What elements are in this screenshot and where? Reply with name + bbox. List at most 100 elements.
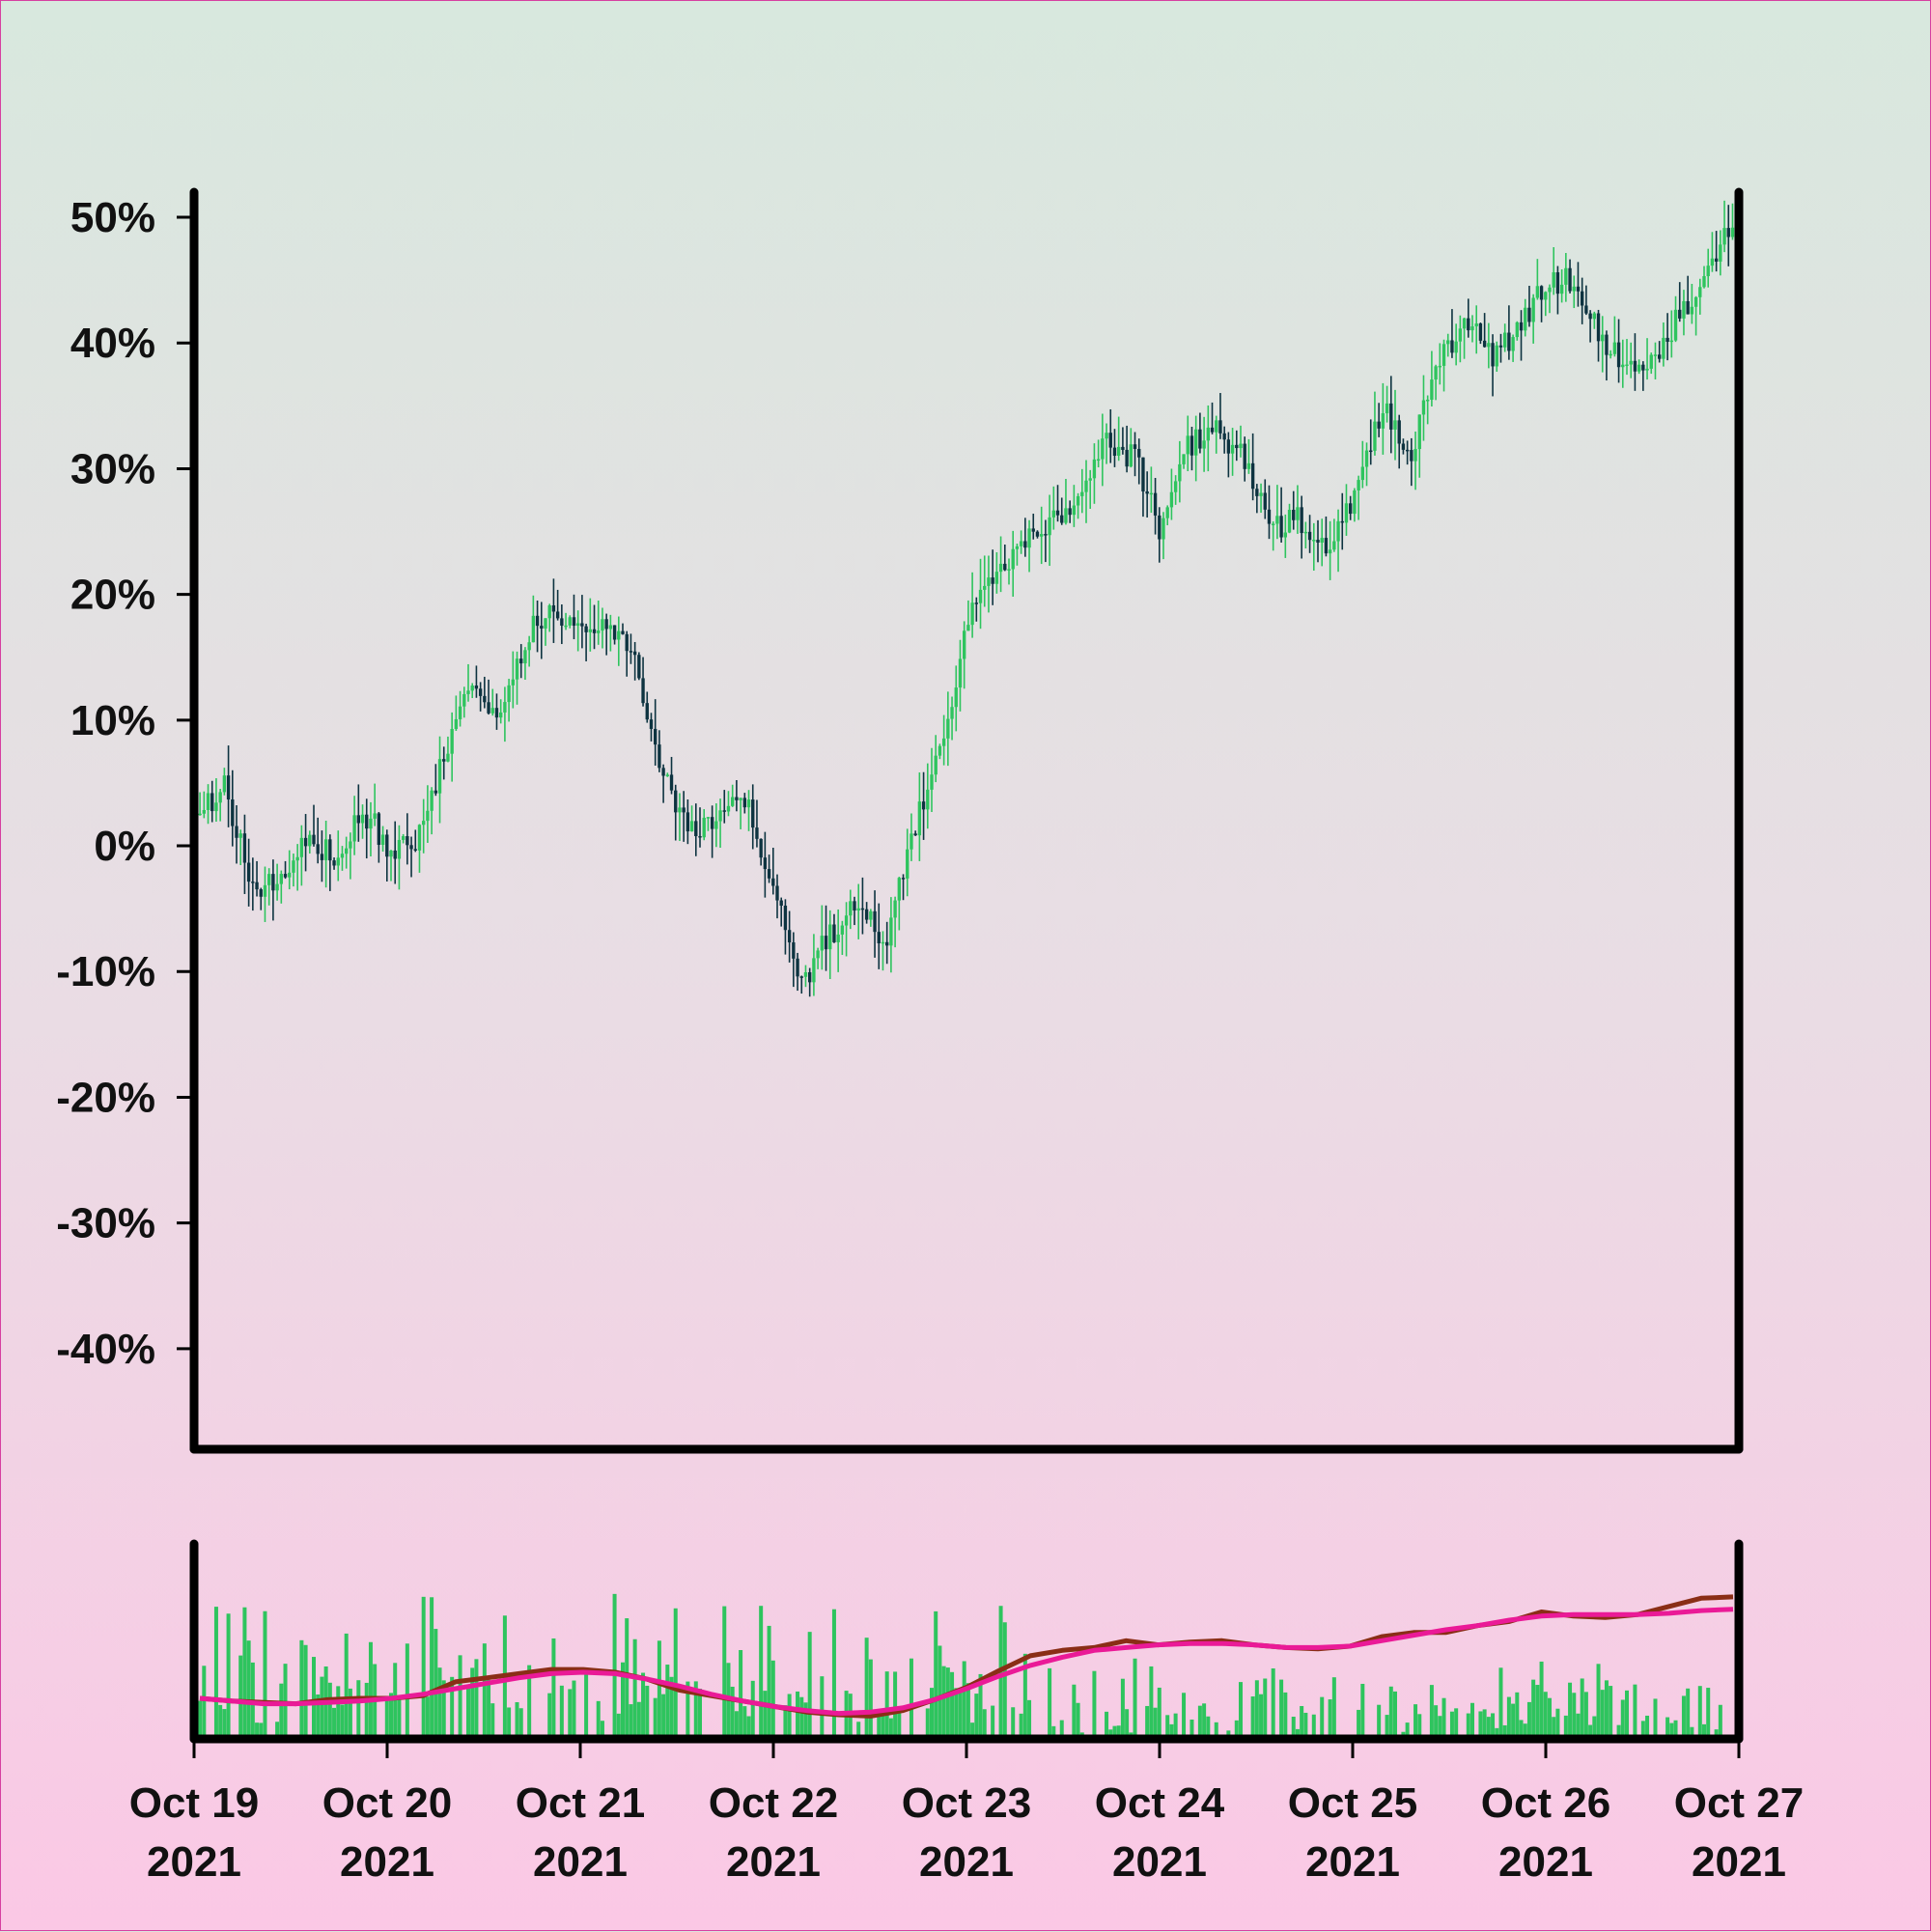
candle-body-up — [1719, 244, 1722, 262]
candle-body-down — [1633, 360, 1637, 372]
candle-body-up — [1413, 449, 1417, 462]
candle — [669, 756, 674, 795]
candle-body-down — [710, 817, 714, 829]
candle — [1092, 443, 1097, 504]
volume-bar — [796, 1691, 800, 1739]
candle-body-down — [632, 651, 637, 656]
candle — [994, 552, 999, 594]
volume-bar — [1645, 1715, 1650, 1739]
candle — [1498, 333, 1503, 363]
candle — [1357, 475, 1360, 520]
candle — [597, 601, 601, 645]
candle-body-up — [1084, 480, 1088, 492]
y-tick-label: -40% — [56, 1326, 155, 1373]
candle — [974, 597, 978, 622]
candle-body-down — [1450, 340, 1454, 353]
volume-bar — [657, 1640, 661, 1739]
candle — [1470, 315, 1474, 343]
candle-body-down — [974, 602, 978, 604]
candle-body-down — [1218, 420, 1222, 434]
volume-bar — [551, 1638, 556, 1739]
candle-body-up — [1426, 399, 1430, 402]
candle-body-down — [1405, 449, 1410, 452]
volume-bar — [621, 1662, 625, 1739]
candle-body-up — [828, 924, 832, 950]
candle — [856, 883, 860, 939]
volume-bars — [198, 1593, 1722, 1739]
candle — [710, 805, 714, 858]
candle-body-down — [1125, 449, 1129, 467]
candle — [1263, 479, 1267, 519]
candle — [1060, 497, 1064, 525]
candle — [938, 743, 942, 760]
candle — [864, 902, 869, 924]
volume-bar — [1149, 1666, 1154, 1739]
volume-bar — [1563, 1715, 1568, 1739]
volume-bar — [1112, 1725, 1117, 1739]
candle-body-down — [1307, 531, 1312, 541]
candle-body-up — [994, 572, 999, 584]
candle — [722, 790, 726, 824]
y-axis-ticks: 50% 40% 30% 20% 10% 0% -10% -20% -30% -40% — [56, 194, 194, 1373]
candle — [389, 850, 393, 882]
candle-body-down — [316, 844, 320, 854]
candle-body-up — [1186, 435, 1189, 455]
candle-body-up — [238, 833, 242, 838]
candle — [1064, 478, 1068, 525]
candle — [1581, 277, 1584, 324]
candle-body-up — [1531, 297, 1535, 322]
candle-body-down — [434, 790, 437, 794]
candle — [235, 805, 238, 864]
candle — [1055, 485, 1060, 522]
candle-body-up — [267, 874, 271, 885]
candle-body-up — [1011, 548, 1015, 570]
candle-body-down — [629, 651, 633, 653]
candle-body-up — [1173, 481, 1178, 492]
candle — [544, 618, 547, 646]
candle — [828, 910, 832, 980]
volume-bar — [421, 1596, 426, 1739]
volume-bar — [1051, 1725, 1056, 1739]
candle — [885, 921, 889, 965]
volume-bar — [881, 1709, 885, 1739]
candle — [906, 828, 910, 897]
candle-body-up — [218, 792, 222, 803]
candle — [1441, 339, 1446, 392]
candle-body-down — [210, 793, 214, 812]
candle — [1397, 414, 1401, 469]
volume-bar — [1498, 1667, 1503, 1739]
volume-bar — [1690, 1726, 1694, 1739]
volume-bar — [1491, 1713, 1496, 1739]
candle — [621, 623, 625, 635]
volume-bar — [1157, 1687, 1161, 1739]
candle — [1312, 522, 1316, 572]
candle-body-down — [921, 801, 926, 810]
volume-bar — [340, 1704, 345, 1739]
candle — [1084, 460, 1088, 523]
candle — [1303, 521, 1308, 549]
candle — [437, 736, 442, 824]
volume-bar — [799, 1696, 804, 1739]
candle-body-down — [877, 932, 881, 943]
candle — [877, 903, 881, 969]
candle-body-down — [1210, 427, 1215, 433]
candle-body-up — [214, 802, 218, 812]
candle — [218, 789, 222, 822]
volume-bar — [1002, 1622, 1007, 1739]
candle-body-up — [531, 615, 536, 643]
candle-body-down — [1324, 538, 1329, 554]
candle-body-down — [751, 799, 755, 828]
volume-bar — [1189, 1719, 1194, 1739]
candle-body-up — [1332, 541, 1336, 550]
candle — [1605, 330, 1609, 381]
candle-body-up — [963, 630, 966, 659]
candle — [1007, 558, 1011, 585]
volume-bar — [1173, 1713, 1178, 1739]
candle-body-down — [1410, 450, 1413, 462]
volume-bar — [1686, 1688, 1691, 1739]
volume-bar — [202, 1666, 207, 1739]
candle — [568, 615, 572, 629]
candle-body-up — [1353, 490, 1357, 515]
volume-bar — [389, 1693, 393, 1739]
volume-bar — [246, 1640, 251, 1739]
